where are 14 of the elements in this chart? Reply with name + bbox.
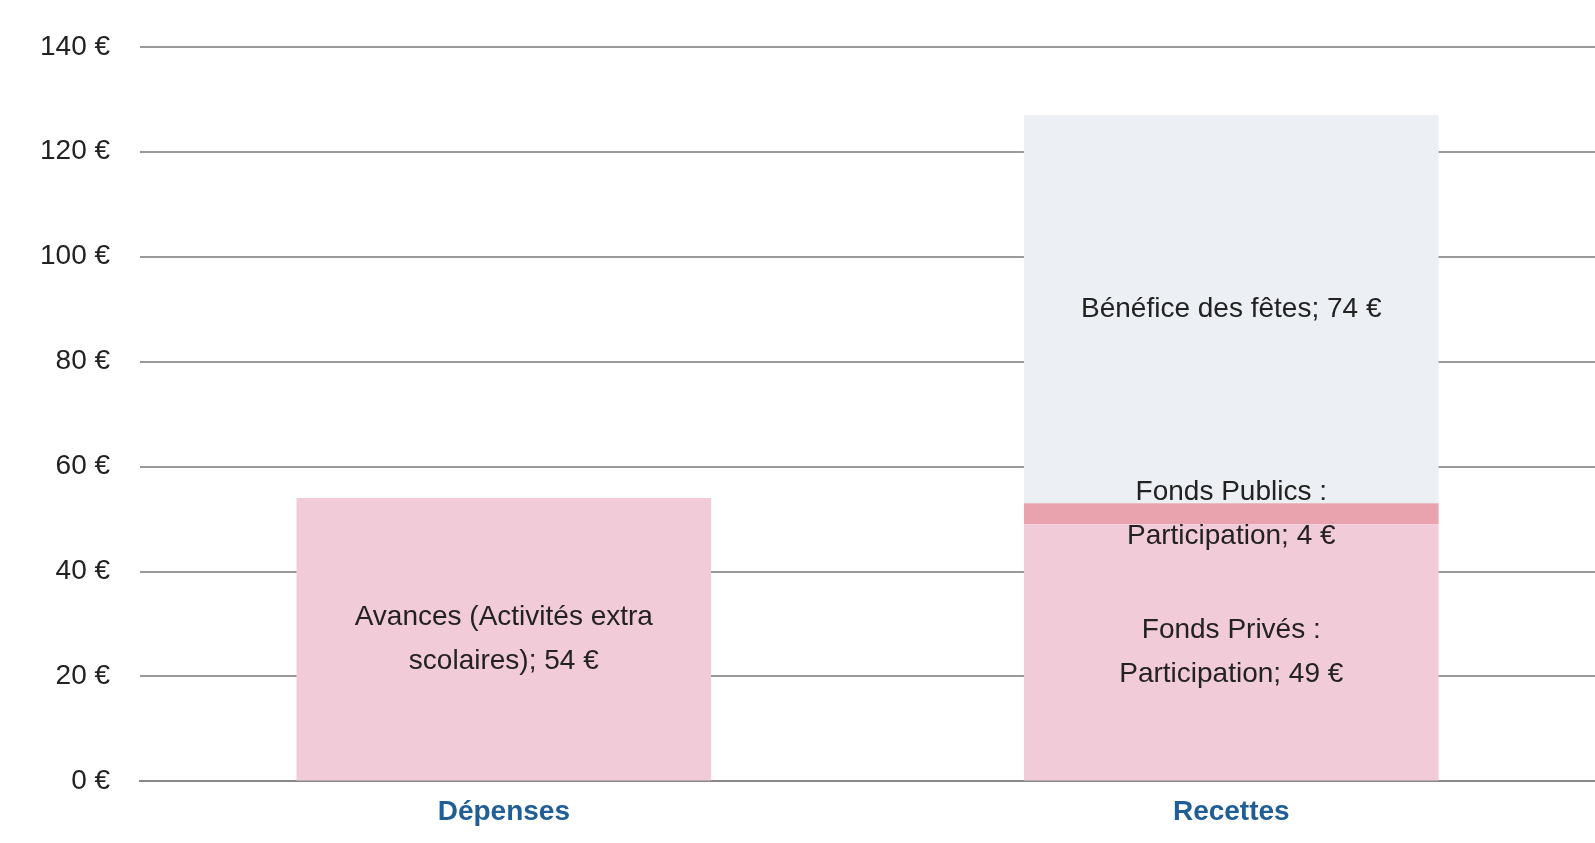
data-label: Bénéfice des fêtes; 74 €	[1081, 291, 1382, 323]
data-label: Fonds Privés : Participation; 49 €	[1119, 613, 1344, 689]
y-tick-label: 40 €	[55, 554, 111, 586]
x-tick-label: Recettes	[1172, 794, 1290, 826]
y-tick-label: 140 €	[39, 29, 111, 61]
y-tick-label: 0 €	[71, 764, 111, 796]
data-label: Avances (Activités extra scolaires); 54 €	[354, 599, 654, 675]
y-tick-label: 80 €	[55, 344, 111, 376]
y-tick-label: 120 €	[39, 134, 111, 166]
y-tick-label: 100 €	[39, 239, 111, 271]
x-tick-label: Dépenses	[437, 794, 570, 826]
y-tick-label: 20 €	[55, 659, 111, 691]
data-label: Fonds Publics : Participation; 4 €	[1126, 474, 1336, 550]
y-tick-label: 60 €	[55, 449, 111, 481]
